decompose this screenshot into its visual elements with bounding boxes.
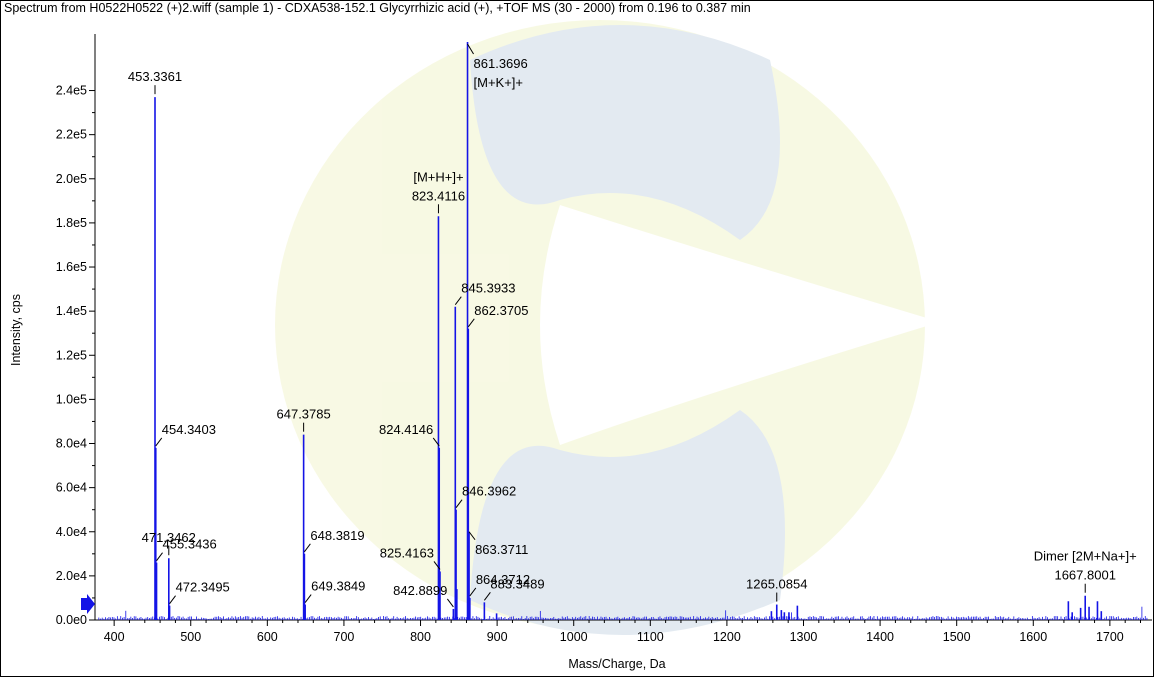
peak-label: 453.3361 xyxy=(128,69,182,84)
peak-label: 1265.0854 xyxy=(746,577,807,592)
y-tick-label: 1.4e5 xyxy=(56,304,87,318)
peak-label: 472.3495 xyxy=(176,580,230,595)
x-tick-label: 700 xyxy=(334,630,355,644)
peak-label: 824.4146 xyxy=(379,422,433,437)
peak-label: 861.3696 xyxy=(474,56,528,71)
peak-label: 1667.8001 xyxy=(1054,568,1115,583)
peak-label: Dimer [2M+Na+]+ xyxy=(1034,549,1137,564)
label-leader xyxy=(467,318,475,328)
y-tick-label: 1.8e5 xyxy=(56,216,87,230)
peak-label: 455.3436 xyxy=(163,537,217,552)
peak-label: 846.3962 xyxy=(462,484,516,499)
x-tick-label: 1000 xyxy=(560,630,588,644)
peak-label: 864.3712 xyxy=(476,572,530,587)
x-tick-label: 1600 xyxy=(1019,630,1047,644)
peak-label: 648.3819 xyxy=(310,528,364,543)
label-leader xyxy=(155,437,163,447)
peak-label: 842.8899 xyxy=(393,583,447,598)
x-axis-label: Mass/Charge, Da xyxy=(568,657,665,671)
peak-label: 863.3711 xyxy=(475,542,528,557)
label-leader xyxy=(304,594,312,603)
label-leader xyxy=(467,43,474,55)
peak-label: 825.4163 xyxy=(380,545,434,560)
x-tick-label: 1700 xyxy=(1096,630,1124,644)
peak-label: 845.3933 xyxy=(461,281,515,296)
label-leader xyxy=(433,561,441,570)
peak-label: 862.3705 xyxy=(474,303,528,318)
label-leader xyxy=(156,552,163,561)
peak-label: 883.3489 xyxy=(490,576,544,591)
baseline-arrow-icon[interactable] xyxy=(81,594,95,614)
x-tick-label: 1500 xyxy=(943,630,971,644)
label-leader xyxy=(483,592,491,601)
x-tick-label: 800 xyxy=(410,630,431,644)
watermark-logo xyxy=(275,20,940,635)
peak-label: 471.3462 xyxy=(142,530,196,545)
x-tick-label: 900 xyxy=(487,630,508,644)
peak-label: 454.3403 xyxy=(162,422,216,437)
y-tick-label: 0.0e0 xyxy=(56,613,87,627)
y-tick-label: 2.0e5 xyxy=(56,172,87,186)
peak-label: [M+K+]+ xyxy=(474,75,523,90)
axes: 400 500 600 700 800 900 1000 1100 1200 1300 1400 15… xyxy=(56,34,1152,644)
x-tick-label: 1200 xyxy=(713,630,741,644)
y-tick-label: 2.2e5 xyxy=(56,128,87,142)
y-tick-label: 1.0e5 xyxy=(56,392,87,406)
x-tick-label: 1100 xyxy=(637,630,664,644)
chart-title: Spectrum from H0522H0522 (+)2.wiff (samp… xyxy=(4,1,751,15)
y-tick-label: 8.0e4 xyxy=(56,437,87,451)
peak-label: 647.3785 xyxy=(277,407,331,422)
x-tick-label: 500 xyxy=(180,630,201,644)
y-tick-label: 2.0e4 xyxy=(56,569,87,583)
x-tick-label: 1400 xyxy=(866,630,894,644)
y-axis-label: Intensity, cps xyxy=(9,294,23,366)
peak-label: [M+H+]+ xyxy=(413,169,463,184)
label-leader xyxy=(432,437,440,447)
label-leader xyxy=(446,598,454,608)
peak-label: 823.4116 xyxy=(412,188,465,203)
x-tick-label: 1300 xyxy=(790,630,818,644)
x-tick-label: 400 xyxy=(104,630,125,644)
x-tick-label: 600 xyxy=(257,630,278,644)
y-tick-label: 1.2e5 xyxy=(56,348,87,362)
label-leader xyxy=(454,296,462,306)
peaks xyxy=(98,42,1148,620)
y-tick-label: 1.6e5 xyxy=(56,260,87,274)
label-leader xyxy=(468,531,476,541)
y-tick-label: 6.0e4 xyxy=(56,481,87,495)
y-tick-label: 2.4e5 xyxy=(56,84,87,98)
label-leader xyxy=(169,595,176,604)
label-leader xyxy=(455,499,463,508)
peak-label: 649.3849 xyxy=(311,579,365,594)
label-leader xyxy=(303,543,311,553)
label-leader xyxy=(469,587,477,597)
y-tick-label: 4.0e4 xyxy=(56,525,87,539)
